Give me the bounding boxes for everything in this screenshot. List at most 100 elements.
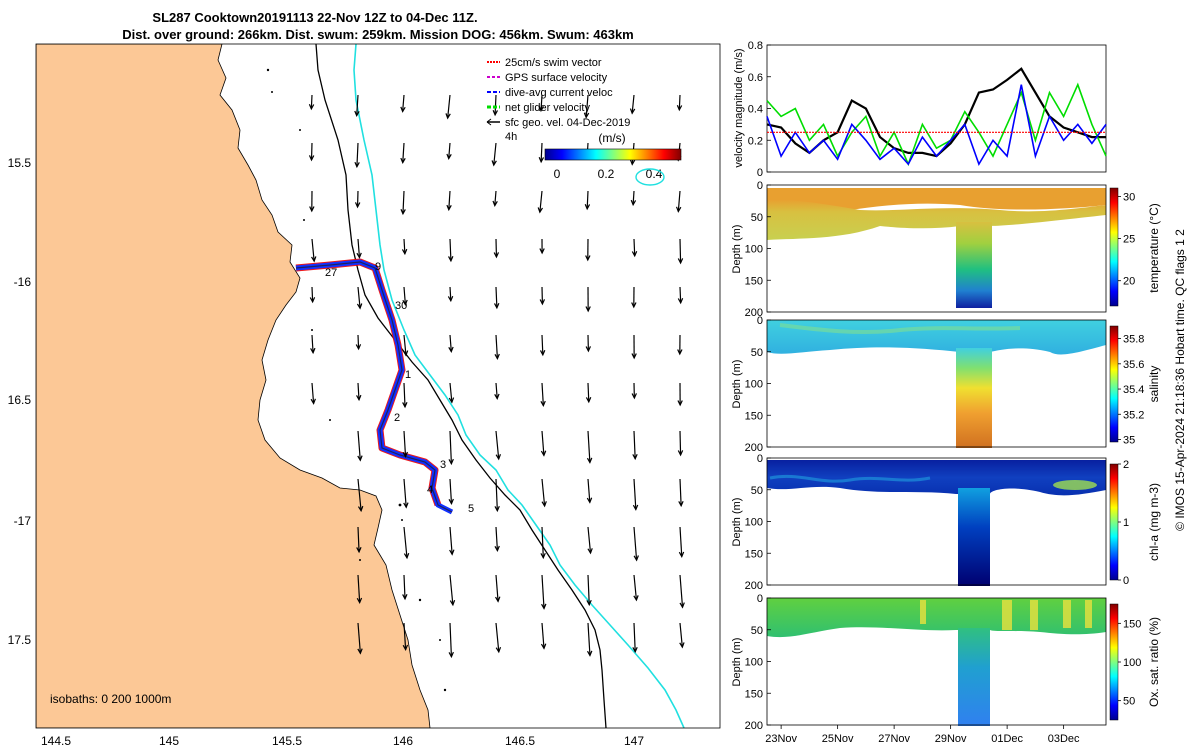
- depth-tick-label: 200: [745, 580, 763, 592]
- velocity-arrow: [403, 574, 406, 599]
- depth-label: Depth (m): [731, 225, 743, 274]
- velocity-arrowhead: [724, 305, 728, 310]
- velocity-arrowhead: [356, 303, 363, 310]
- velocity-arrowhead: [491, 160, 497, 167]
- legend-entry: sfc geo. vel. 04-Dec-2019: [505, 117, 630, 129]
- velocity-arrow: [356, 142, 359, 167]
- legend-entry: dive-avg current veloc: [505, 87, 613, 99]
- velocity-arrowhead: [585, 346, 592, 353]
- velocity-arrowhead: [586, 457, 593, 464]
- velocity-arrowhead: [725, 508, 729, 513]
- depth-tick-label: 200: [745, 307, 763, 319]
- velocity-arrowhead: [677, 400, 683, 407]
- y-tick-label: 0.6: [748, 72, 763, 84]
- velocity-arrowhead: [447, 295, 454, 303]
- colorbar-gradient: [544, 148, 682, 161]
- velocity-arrow: [633, 430, 636, 459]
- temperature-colorbar-label: temperature (°C): [1147, 203, 1161, 293]
- velocity-arrowhead: [400, 106, 406, 113]
- colorbar-tick-label: 35.6: [1123, 359, 1144, 371]
- depth-tick-label: 150: [745, 688, 763, 700]
- temperature-colorbar-ticks: 20 25 30: [1118, 191, 1135, 288]
- velocity-arrow: [541, 478, 546, 507]
- velocity-arrow: [540, 94, 543, 111]
- salinity-colorbar: [1109, 325, 1119, 443]
- velocity-arrowhead: [492, 109, 498, 117]
- velocity-arrowhead: [725, 599, 729, 604]
- velocity-arrowhead: [724, 457, 728, 462]
- chlorophyll-colorbar: [1109, 463, 1119, 581]
- velocity-series: [766, 67, 1107, 167]
- chlorophyll-colorbar-ticks: 0 1 2: [1118, 459, 1129, 587]
- velocity-arrowhead: [541, 501, 547, 508]
- y-tick-label: 15.5: [8, 156, 32, 170]
- velocity-arrowhead: [771, 646, 775, 651]
- colorbar-tick-label: 30: [1123, 191, 1135, 203]
- velocity-arrow: [587, 478, 591, 503]
- velocity-arrowhead: [539, 350, 546, 357]
- velocity-arrowhead: [676, 105, 683, 112]
- reference-arrow-label: 4h: [505, 131, 517, 143]
- velocity-arrowhead: [357, 455, 363, 462]
- land-area: [36, 44, 431, 728]
- colorbar-tick: 0.2: [598, 167, 615, 181]
- velocity-arrowhead: [585, 255, 591, 262]
- velocity-arrow: [403, 238, 406, 254]
- time-tick-label: 23Nov: [765, 733, 797, 745]
- velocity-arrow: [357, 574, 361, 603]
- x-tick-label: 145: [159, 734, 179, 748]
- velocity-arrowhead: [678, 551, 685, 558]
- depth-tick-label: 100: [745, 657, 763, 669]
- y-tick-label: 17.5: [8, 633, 32, 647]
- velocity-arrowhead: [723, 112, 727, 117]
- velocity-arrowhead: [585, 397, 592, 404]
- velocity-arrow: [679, 430, 682, 455]
- velocity-arrow: [310, 94, 313, 109]
- depth-label: Depth (m): [731, 360, 743, 409]
- reef-markers: [266, 68, 447, 692]
- velocity-arrow: [448, 142, 451, 159]
- velocity-arrowhead: [445, 113, 451, 120]
- oxygen-depth-ticks: 0 50 100 150 200: [745, 593, 771, 732]
- velocity-arrowhead: [400, 208, 406, 216]
- velocity-arrow: [726, 479, 727, 513]
- time-tick-label: 03Dec: [1048, 733, 1080, 745]
- velocity-arrow: [311, 334, 314, 353]
- velocity-arrow: [402, 94, 405, 112]
- velocity-arrowhead: [403, 552, 410, 560]
- velocity-arrowhead: [495, 454, 502, 461]
- velocity-arrowhead: [587, 548, 593, 555]
- velocity-arrowhead: [631, 302, 637, 309]
- velocity-arrowhead: [541, 603, 547, 610]
- isobath-1000m: [353, 44, 685, 728]
- time-tick-label: 27Nov: [878, 733, 910, 745]
- salinity-colorbar-label: salinity: [1147, 366, 1161, 403]
- chlorophyll-surface-layer: [767, 460, 1106, 496]
- depth-tick-label: 0: [757, 180, 763, 192]
- velocity-arrow: [495, 574, 499, 602]
- velocity-arrowhead: [538, 157, 545, 164]
- velocity-arrowhead: [492, 200, 498, 207]
- y-tick-label: 0.2: [748, 135, 763, 147]
- velocity-arrow: [633, 622, 636, 652]
- velocity-arrowhead: [770, 504, 774, 509]
- temperature-deep-profile: [956, 222, 992, 308]
- velocity-arrow: [679, 622, 683, 648]
- depth-tick-label: 100: [745, 379, 763, 391]
- map-y-axis: 15.5 -16 16.5 -17 17.5: [8, 156, 32, 647]
- time-tick-label: 01Dec: [991, 733, 1023, 745]
- velocity-arrow: [403, 334, 407, 356]
- isobath-note: isobaths: 0 200 1000m: [50, 692, 171, 706]
- velocity-arrowhead: [675, 206, 682, 213]
- velocity-arrowhead: [540, 450, 547, 457]
- velocity-arrow: [403, 286, 406, 305]
- velocity-arrow: [493, 142, 497, 166]
- velocity-arrow: [541, 526, 544, 558]
- velocity-arrowhead: [402, 299, 408, 306]
- velocity-arrowhead: [493, 252, 500, 259]
- temperature-depth-ticks: 0 50 100 150 200: [745, 180, 771, 319]
- velocity-arrowhead: [494, 545, 500, 553]
- velocity-arrow: [449, 286, 452, 301]
- oxygen-panel: Depth (m) 0 50 100 150 200 50 100 150 Ox. sat.…: [731, 593, 1161, 732]
- velocity-arrowhead: [723, 152, 727, 157]
